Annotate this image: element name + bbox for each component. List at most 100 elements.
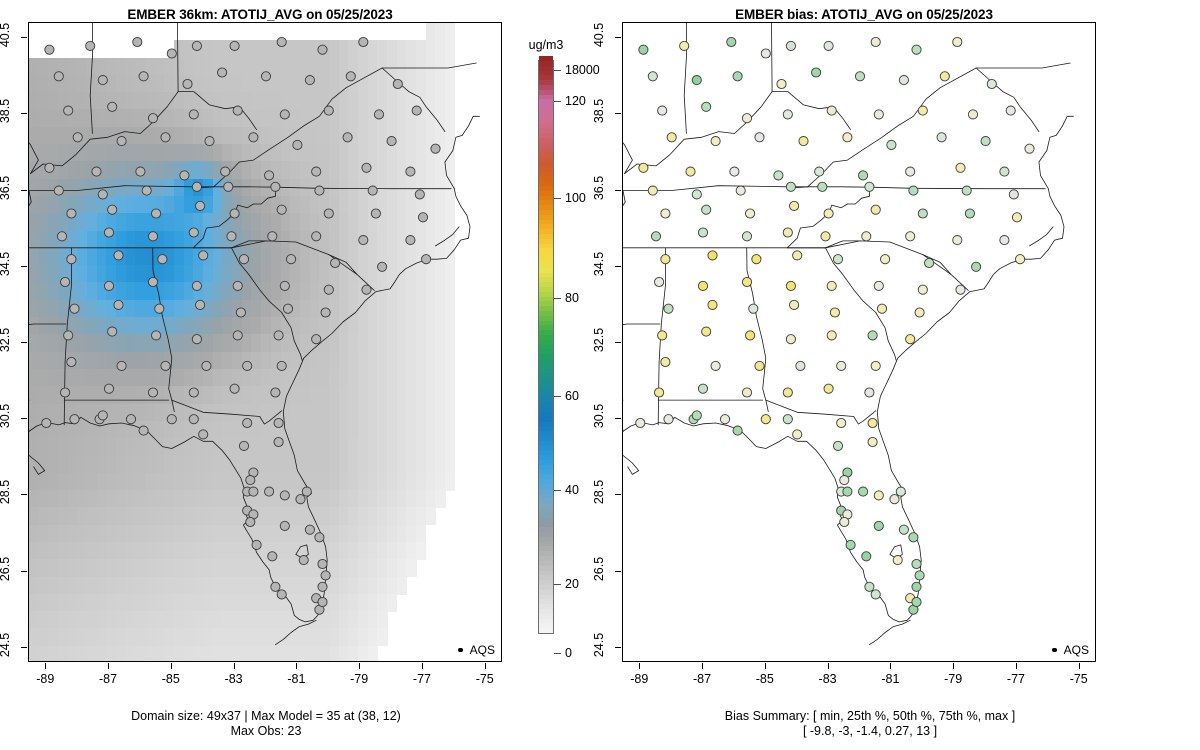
map-outline xyxy=(939,62,1071,89)
aqs-site-marker xyxy=(817,181,828,192)
colorbar-swatch xyxy=(539,209,553,215)
colorbar-swatch xyxy=(539,199,553,206)
aqs-site-marker xyxy=(726,36,737,48)
aqs-site-marker xyxy=(967,109,979,120)
colorbar-swatch xyxy=(539,608,553,614)
aqs-site-marker xyxy=(421,254,432,265)
aqs-site-marker xyxy=(886,139,897,150)
aqs-site-marker xyxy=(232,330,243,341)
map-plot-bias[interactable]: AQS xyxy=(622,22,1096,662)
aqs-site-marker xyxy=(147,113,159,124)
y-tick-mark xyxy=(615,494,621,496)
y-tick-mark xyxy=(615,265,621,267)
x-tick-mark xyxy=(890,663,892,669)
aqs-site-marker xyxy=(955,284,966,295)
aqs-site-marker xyxy=(279,490,290,501)
x-tick-label: -81 xyxy=(881,672,900,686)
colorbar-swatch xyxy=(539,493,553,499)
x-tick-label: -83 xyxy=(224,672,243,686)
colorbar-swatch xyxy=(539,219,553,225)
colorbar-swatch xyxy=(539,166,553,172)
y-tick-label: 38.5 xyxy=(592,99,606,124)
panel-bias: EMBER bias: ATOTIJ_AVG on 05/25/2023 AQS… xyxy=(592,0,1200,750)
map-outline xyxy=(825,247,897,361)
colorbar-tick-label: 40 xyxy=(565,483,579,497)
colorbar-swatch xyxy=(539,142,553,148)
colorbar-swatch xyxy=(539,526,553,533)
map-outline xyxy=(786,186,871,249)
aqs-site-marker xyxy=(754,132,765,143)
aqs-site-marker xyxy=(710,360,721,371)
aqs-site-marker xyxy=(773,170,784,181)
aqs-site-marker xyxy=(707,299,718,310)
aqs-site-marker xyxy=(826,105,837,116)
aqs-site-marker xyxy=(311,334,322,345)
aqs-site-marker xyxy=(895,486,906,497)
aqs-site-marker xyxy=(870,360,881,371)
map-outline xyxy=(213,150,268,188)
aqs-site-marker xyxy=(905,166,916,177)
colorbar-swatch xyxy=(539,151,553,158)
aqs-site-marker xyxy=(707,250,718,261)
footer-bias: Bias Summary: [ min, 25th %, 50th %, 75t… xyxy=(610,709,1130,739)
x-tick-mark xyxy=(359,663,361,669)
aqs-site-marker xyxy=(66,254,77,265)
colorbar-swatch xyxy=(539,387,553,393)
colorbar-swatch xyxy=(539,622,553,629)
map-outline xyxy=(623,455,640,475)
aqs-site-marker xyxy=(317,581,328,592)
aqs-legend-label: AQS xyxy=(1063,643,1089,657)
x-tick-label: -87 xyxy=(98,672,118,686)
aqs-site-marker xyxy=(914,570,925,581)
colorbar-swatch xyxy=(539,565,553,571)
aqs-site-marker xyxy=(323,284,334,295)
aqs-site-marker xyxy=(85,40,96,51)
aqs-site-marker xyxy=(663,303,674,314)
aqs-site-marker xyxy=(1015,254,1026,265)
map-outline xyxy=(869,619,911,646)
x-tick-mark xyxy=(764,663,766,669)
y-tick-label: 34.5 xyxy=(0,251,12,276)
colorbar-tick xyxy=(554,69,561,71)
colorbar-tick xyxy=(554,653,561,655)
aqs-site-marker xyxy=(914,307,925,318)
aqs-site-marker xyxy=(314,185,325,196)
aqs-site-marker xyxy=(917,208,928,219)
aqs-site-marker xyxy=(691,410,702,421)
colorbar-swatch xyxy=(539,161,553,167)
aqs-site-marker xyxy=(820,231,831,242)
aqs-site-marker xyxy=(732,71,743,82)
y-tick-mark xyxy=(615,418,621,420)
colorbar-swatch xyxy=(539,536,553,542)
aqs-site-marker xyxy=(650,231,662,242)
observation-points-left xyxy=(29,23,501,661)
x-tick-mark xyxy=(108,663,110,669)
aqs-site-marker xyxy=(663,414,674,425)
aqs-site-marker xyxy=(63,330,74,341)
aqs-site-marker xyxy=(41,417,52,429)
colorbar-swatch xyxy=(539,478,553,484)
colorbar-swatch xyxy=(539,521,553,528)
map-outline xyxy=(89,23,93,134)
colorbar-swatch xyxy=(539,368,553,374)
aqs-site-marker xyxy=(188,414,199,425)
aqs-site-marker xyxy=(248,132,259,143)
footer-bias-line2: [ -9.8, -3, -1.4, 0.27, 13 ] xyxy=(802,724,938,738)
aqs-site-marker xyxy=(845,539,856,550)
aqs-site-marker xyxy=(317,44,328,55)
aqs-site-marker xyxy=(182,78,193,90)
bias-points-right xyxy=(623,23,1095,661)
aqs-site-marker xyxy=(141,185,152,196)
colorbar-tick-label: 20 xyxy=(565,577,579,592)
colorbar-tick xyxy=(554,198,561,200)
aqs-site-marker xyxy=(69,303,80,314)
map-outline xyxy=(267,87,347,151)
colorbar-swatch xyxy=(539,598,553,605)
map-plot-model[interactable]: AQS xyxy=(28,22,502,662)
aqs-site-marker xyxy=(405,166,416,177)
colorbar-swatch xyxy=(539,464,553,470)
aqs-site-marker xyxy=(701,101,712,112)
aqs-site-marker xyxy=(166,48,177,59)
aqs-site-marker xyxy=(242,360,253,371)
